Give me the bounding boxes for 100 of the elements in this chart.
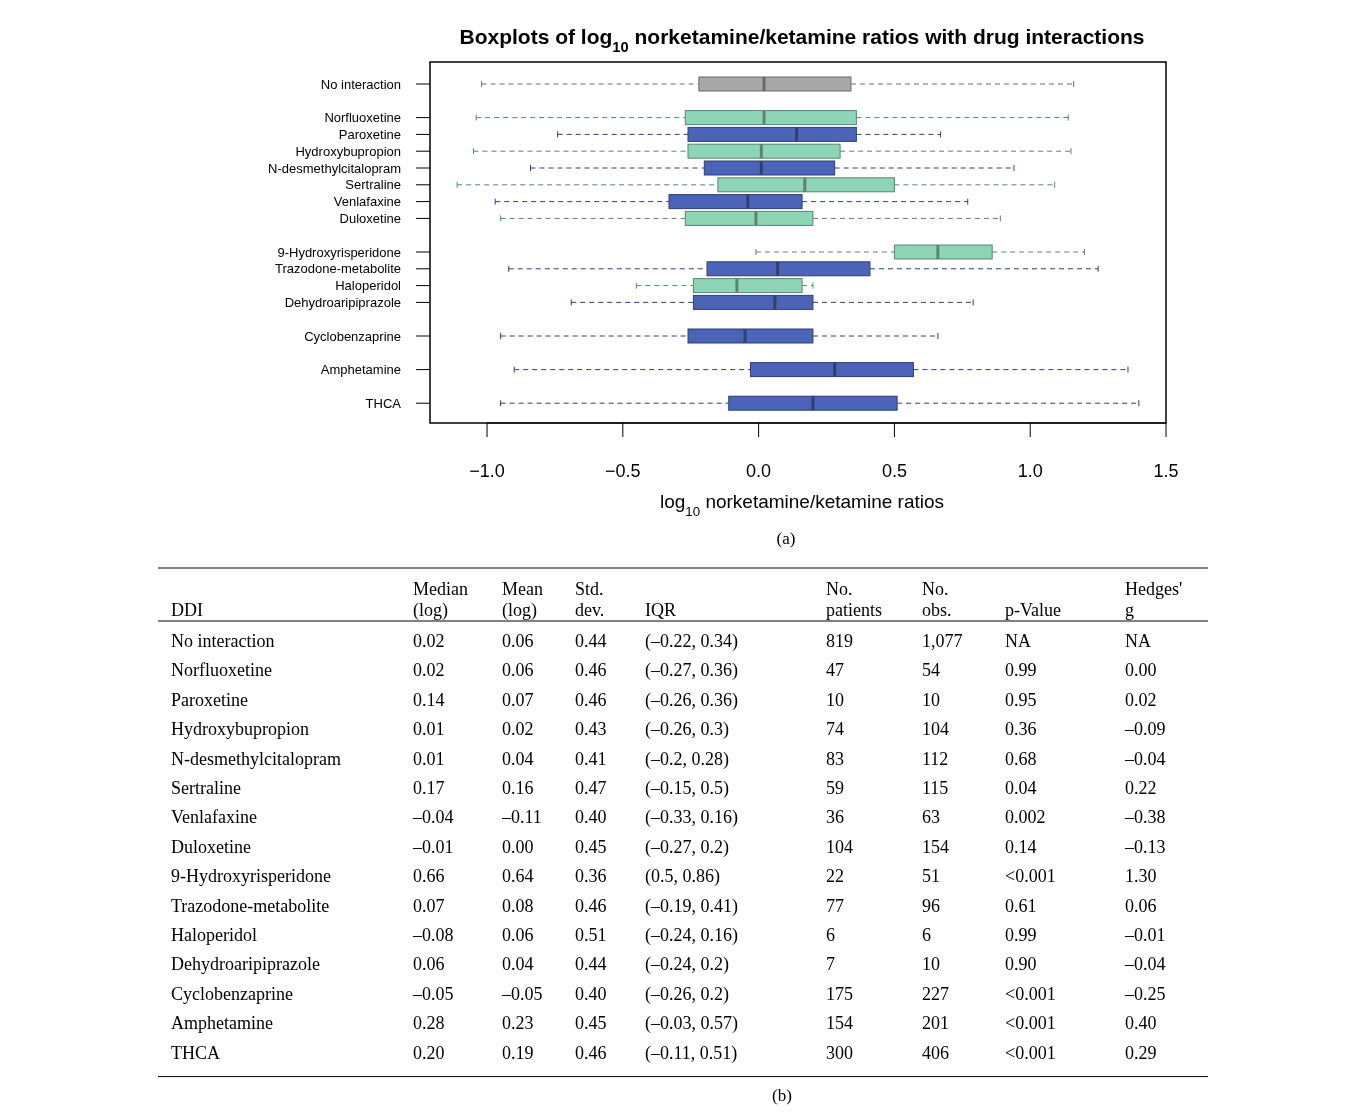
y-tick-label: Paroxetine — [338, 126, 401, 142]
text: 0.08 — [502, 895, 534, 916]
text: 154 — [826, 1013, 853, 1034]
y-tick-label: 9-Hydroxyrisperidone — [277, 244, 401, 260]
text: 10 — [922, 689, 940, 710]
category-label: Std. dev. — [575, 579, 605, 620]
text: <0.001 — [1005, 1013, 1056, 1034]
text: 0.61 — [1005, 895, 1037, 916]
text: 0.47 — [575, 778, 607, 798]
text: 0.01 — [413, 748, 445, 769]
text: –0.04 — [1124, 748, 1166, 769]
text: (–0.11, 0.51) — [645, 1042, 738, 1064]
text: 0.46 — [575, 660, 607, 681]
text: 0.14 — [1005, 836, 1037, 857]
text: 0.36 — [1005, 719, 1037, 740]
text: 10 — [922, 954, 940, 975]
text: 83 — [826, 748, 844, 769]
text: 112 — [922, 748, 949, 769]
x-axis-title: log$_{10}$ norketamine/ketamine ratios — [659, 491, 945, 519]
category-label: DDI — [171, 600, 203, 620]
text: (–0.15, 0.5) — [645, 778, 729, 799]
text: 51 — [922, 866, 940, 887]
text: –0.01 — [412, 836, 454, 857]
text: –0.11 — [501, 807, 542, 828]
y-tick-label: THCA — [365, 395, 402, 411]
text: Dehydroaripiprazole — [171, 954, 320, 975]
text: 0.43 — [575, 719, 607, 740]
y-tick-label: Amphetamine — [320, 362, 401, 378]
text: 406 — [922, 1042, 949, 1063]
text: 63 — [922, 807, 940, 828]
x-tick-label: −0.5 — [605, 461, 641, 481]
text: 0.68 — [1005, 748, 1037, 769]
text: –0.25 — [1124, 983, 1166, 1004]
category-label: No. patients — [826, 579, 882, 620]
y-tick-label: Cyclobenzaprine — [304, 328, 401, 344]
text: (a) — [776, 529, 796, 548]
y-tick-label: Hydroxybupropion — [295, 143, 401, 159]
text: NA — [1125, 631, 1151, 651]
text: 0.64 — [502, 866, 534, 887]
text: 0.06 — [502, 631, 534, 651]
text: 0.01 — [413, 719, 445, 740]
text: 0.16 — [502, 778, 534, 798]
text: 59 — [826, 778, 844, 798]
text: 6 — [826, 925, 835, 945]
text: (–0.2, 0.28) — [645, 748, 729, 770]
text: 0.07 — [413, 895, 445, 916]
text: 0.44 — [575, 954, 607, 975]
text: 54 — [922, 660, 940, 681]
text: 0.66 — [413, 866, 445, 887]
text: Duloxetine — [171, 836, 251, 857]
text: 96 — [922, 895, 940, 916]
text: (–0.26, 0.36) — [645, 689, 738, 711]
text: <0.001 — [1005, 983, 1056, 1004]
text: N-desmethylcitalopram — [171, 748, 341, 769]
text: 0.99 — [1005, 660, 1037, 681]
text: 104 — [826, 836, 853, 857]
text: 0.07 — [502, 689, 534, 710]
text: 0.20 — [413, 1042, 445, 1063]
text: (–0.27, 0.36) — [645, 660, 738, 682]
text: 0.46 — [575, 1042, 607, 1063]
text: (–0.26, 0.3) — [645, 719, 729, 741]
text: No interaction — [171, 631, 275, 651]
text: 175 — [826, 983, 853, 1004]
category-label: Mean (log) — [502, 579, 543, 621]
text: Sertraline — [171, 778, 241, 798]
text: (–0.27, 0.2) — [645, 836, 729, 858]
text: (–0.26, 0.2) — [645, 983, 729, 1005]
text: 227 — [922, 983, 949, 1004]
x-tick-label: −1.0 — [469, 461, 505, 481]
text: 74 — [826, 719, 844, 740]
text: 36 — [826, 807, 844, 828]
y-tick-label: N-desmethylcitalopram — [268, 160, 401, 176]
text: 0.40 — [1125, 1013, 1157, 1034]
text: 0.90 — [1005, 954, 1037, 975]
text: –0.05 — [501, 983, 543, 1004]
text: (b) — [772, 1085, 792, 1105]
text: 7 — [826, 954, 835, 975]
text: 77 — [826, 895, 844, 916]
text: (–0.03, 0.57) — [645, 1013, 738, 1035]
text: –0.13 — [1124, 836, 1166, 857]
text: 0.02 — [502, 719, 534, 740]
text: 1,077 — [922, 631, 963, 651]
text: 0.29 — [1125, 1042, 1157, 1063]
text: 201 — [922, 1013, 949, 1034]
text: 1.30 — [1125, 866, 1157, 887]
text: 0.22 — [1125, 778, 1157, 798]
text: Venlafaxine — [171, 807, 257, 828]
text: NA — [1005, 631, 1031, 651]
y-tick-label: Duloxetine — [339, 210, 401, 226]
category-label: Hedges' g — [1125, 579, 1183, 620]
text: 0.04 — [1005, 778, 1037, 798]
text: –0.04 — [1124, 954, 1166, 975]
text: 0.45 — [575, 1013, 607, 1034]
text: Amphetamine — [171, 1013, 273, 1034]
text: 0.02 — [1125, 689, 1157, 710]
text: 0.06 — [413, 954, 445, 975]
text: 47 — [826, 660, 844, 681]
x-tick-label: 1.5 — [1153, 461, 1179, 481]
text: 0.46 — [575, 689, 607, 710]
text: 0.51 — [575, 925, 607, 945]
